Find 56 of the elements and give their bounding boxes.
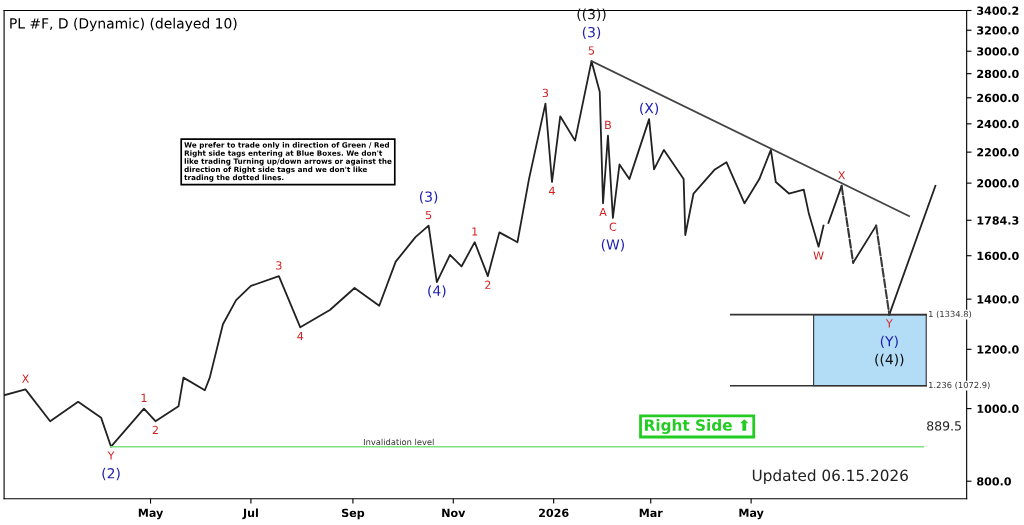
ref-line-label: 1.236 (1072.9) [929, 381, 990, 390]
line-series [4, 60, 825, 448]
annotation: 2 [152, 425, 158, 435]
y-tick-label: 3200.0 [977, 26, 1019, 35]
y-tick-label: 1400.0 [977, 295, 1019, 304]
y-tick-label: 800.0 [977, 477, 1011, 486]
annotation: 4 [549, 186, 555, 195]
annotation: 3 [542, 88, 549, 98]
y-tick-label: 3400.2 [977, 6, 1019, 15]
annotation: 4 [297, 331, 304, 341]
annotation: 1 [472, 227, 478, 236]
annotation: (3) [582, 26, 601, 40]
y-tick-label: 1600.0 [977, 251, 1019, 261]
x-tick-label: May [138, 508, 164, 520]
annotation: Right Side ⬆ [645, 419, 749, 434]
annotation: 2 [485, 280, 491, 289]
x-tick-label: 2026 [539, 508, 569, 518]
annotation: W [813, 251, 824, 260]
annotation: 5 [588, 46, 595, 55]
annotation: X [22, 374, 29, 383]
y-tick-label: 2200.0 [977, 148, 1019, 157]
annotation: 5 [425, 210, 432, 220]
y-tick-label: 2400.0 [977, 119, 1019, 129]
annotation: B [605, 120, 611, 129]
annotation: C [609, 222, 617, 231]
y-tick-label: 2000.0 [977, 179, 1019, 188]
annotation: (2) [102, 467, 120, 481]
y-tick-label: 1784.3 [977, 216, 1019, 225]
text: PL #F, D (Dynamic) (delayed 10) [10, 17, 237, 32]
y-tick-label: 1200.0 [977, 345, 1019, 354]
annotation: 889.5 [927, 421, 961, 431]
ref-line-label: Invalidation level [363, 438, 434, 446]
annotation: ((3)) [577, 8, 606, 21]
annotation: A [599, 207, 607, 217]
y-tick-label: 2800.0 [977, 69, 1019, 79]
annotation: (4) [428, 285, 446, 298]
x-tick-label: Nov [442, 508, 466, 518]
annotation: X [838, 171, 846, 180]
y-tick-label: 3000.0 [977, 47, 1019, 56]
x-tick-label: Mar [639, 508, 663, 518]
x-tick-label: Sep [341, 508, 365, 520]
x-tick-label: May [739, 508, 764, 520]
annotation: 3 [276, 261, 282, 270]
annotation: (W) [601, 239, 624, 252]
annotation: 1 [141, 393, 147, 402]
x-tick-label: Jul [242, 508, 258, 520]
annotation: Y [107, 451, 115, 460]
annotation: (X) [640, 102, 659, 116]
annotation: ((4)) [875, 353, 904, 367]
y-tick-label: 2600.0 [977, 93, 1019, 103]
ref-line-label: 1 (1334.8) [929, 310, 972, 319]
annotation: Updated 06.15.2026 [752, 469, 908, 485]
annotation: (3) [419, 191, 438, 204]
y-tick-label: 1000.0 [977, 404, 1019, 413]
annotation: Y [885, 319, 893, 328]
annotation: (Y) [880, 335, 898, 349]
